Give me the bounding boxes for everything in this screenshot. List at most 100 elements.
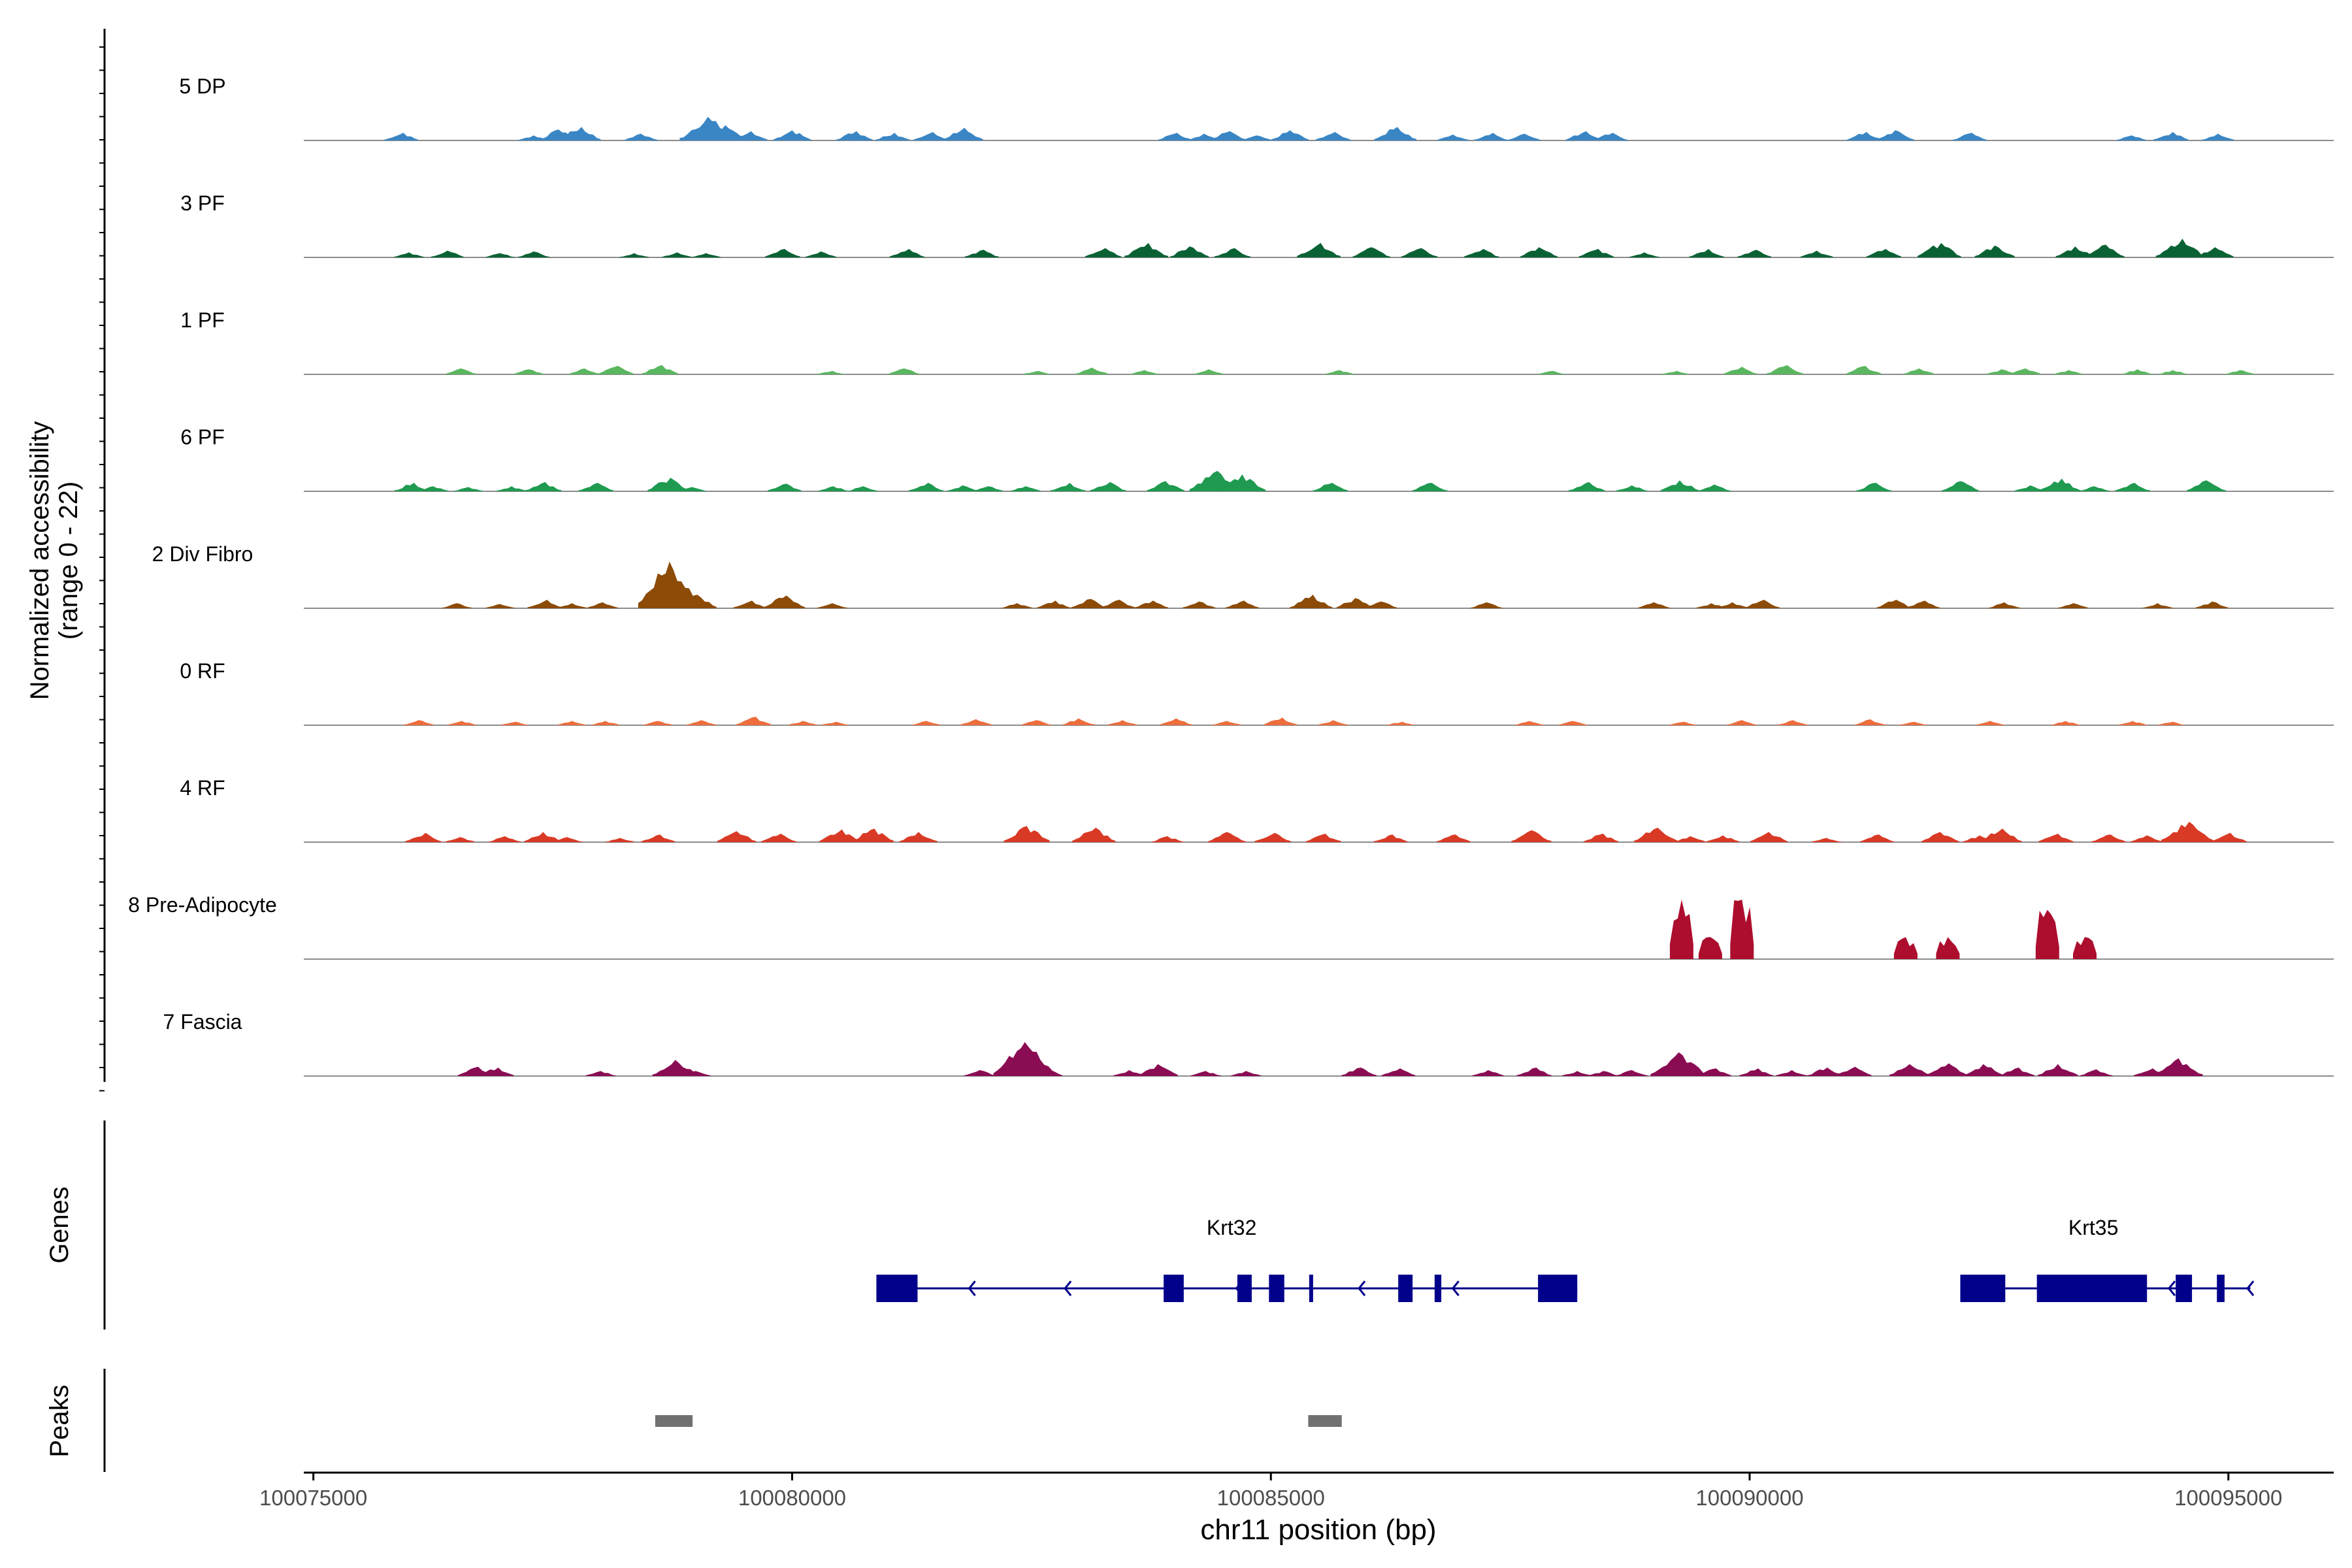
coverage-peak <box>1697 1068 1731 1076</box>
coverage-peak <box>525 482 562 491</box>
coverage-peak <box>638 561 701 608</box>
coverage-peak <box>1697 484 1731 491</box>
coverage-peak <box>568 368 600 374</box>
coverage-peak <box>652 1060 698 1076</box>
coverage-peak <box>816 370 845 374</box>
coverage-peak <box>973 486 1004 491</box>
coverage-peak <box>900 832 938 842</box>
coverage-peak <box>1926 1063 1968 1076</box>
strand-arrow-icon <box>968 1281 976 1296</box>
coverage-peak <box>1381 1068 1416 1076</box>
coverage-peak <box>1846 366 1882 374</box>
coverage-peak <box>2153 132 2189 140</box>
coverage-peak <box>1569 482 1605 491</box>
coverage-peak <box>642 365 679 374</box>
coverage-peak <box>1811 838 1841 842</box>
coverage-peak <box>500 721 529 725</box>
coverage-peak <box>1386 721 1414 725</box>
coverage-peak <box>993 1042 1056 1076</box>
coverage-peak <box>913 132 949 140</box>
coverage-peak <box>405 832 442 842</box>
coverage-peak <box>1668 721 1697 725</box>
coverage-peak <box>1776 1070 1808 1076</box>
coverage-peak <box>2053 370 2083 374</box>
coverage-peak <box>514 369 544 374</box>
coverage-peak <box>1744 600 1780 608</box>
coverage-peak <box>1230 1071 1262 1076</box>
coverage-peak <box>964 1070 996 1076</box>
gene-exon <box>1269 1275 1284 1302</box>
coverage-peak <box>1318 720 1348 725</box>
coverage-peak <box>527 600 563 608</box>
coverage-peak <box>1737 250 1772 257</box>
coverage-peak <box>431 250 464 257</box>
coverage-peak <box>764 595 806 608</box>
coverage-track: 4 RF <box>180 776 2334 843</box>
coverage-peak <box>1906 600 1940 608</box>
coverage-peak <box>1071 827 1116 842</box>
coverage-peak <box>1290 595 1333 608</box>
coverage-peak <box>1190 1071 1221 1076</box>
coverage-peak <box>1193 369 1224 374</box>
coverage-peak <box>1516 1068 1552 1076</box>
coverage-peak <box>1716 602 1748 608</box>
coverage-peak <box>1158 133 1192 140</box>
coverage-peak <box>1271 130 1309 140</box>
coverage-peak <box>1075 367 1109 374</box>
coverage-track: 6 PF <box>180 425 2334 492</box>
coverage-peak <box>1921 832 1959 842</box>
coverage-peak <box>598 366 634 374</box>
gene-exon <box>1434 1275 1442 1302</box>
strand-arrow-icon <box>1451 1281 1460 1296</box>
coverage-peak <box>947 485 979 491</box>
coverage-peak <box>1889 1064 1930 1076</box>
coverage-peak <box>587 602 619 608</box>
coverage-peak <box>1090 482 1126 491</box>
coverage-peak <box>1374 127 1417 140</box>
coverage-peak <box>1297 242 1341 257</box>
coverage-peak <box>817 603 848 608</box>
coverage-peak <box>591 721 621 725</box>
gene-model: Krt32 <box>876 1216 1578 1302</box>
coverage-peak <box>2196 247 2234 257</box>
strand-arrow-icon <box>1358 1281 1366 1296</box>
coverage-peak <box>517 251 549 257</box>
coverage-peak <box>1975 721 2005 725</box>
coverage-peak <box>2157 721 2185 725</box>
coverage-peak <box>1674 836 1707 842</box>
x-tick-label: 100080000 <box>738 1486 846 1510</box>
coverage-peak <box>1876 130 1914 140</box>
coverage-peak <box>624 133 658 140</box>
coverage-peak <box>551 837 583 842</box>
coverage-peak <box>1846 132 1882 140</box>
coverage-peak <box>417 486 449 491</box>
coverage-peak <box>788 721 818 725</box>
coverage-peak <box>773 130 811 140</box>
coverage-peak <box>1730 900 1754 959</box>
peaks-y-label: Peaks <box>45 1384 74 1457</box>
coverage-peak <box>1565 131 1603 140</box>
coverage-peak <box>403 720 434 725</box>
coverage-peak <box>2154 1058 2203 1076</box>
track-label: 7 Fascia <box>163 1010 242 1034</box>
coverage-peak <box>1004 826 1050 842</box>
coverage-peak <box>1412 483 1448 491</box>
coverage-peak <box>736 717 772 725</box>
coverage-peak <box>2158 370 2188 374</box>
gene-exon <box>1309 1275 1313 1302</box>
track-label: 6 PF <box>180 425 225 449</box>
gene-exon <box>1237 1275 1252 1302</box>
coverage-peak <box>2035 909 2059 959</box>
coverage-peak <box>1050 483 1086 491</box>
coverage-peak <box>2083 244 2125 257</box>
coverage-peak <box>1341 1068 1377 1076</box>
coverage-peak <box>1511 830 1552 842</box>
coverage-peak <box>691 253 721 257</box>
coverage-peak <box>647 478 690 491</box>
coverage-peak <box>662 252 693 257</box>
coverage-peak <box>1767 365 1804 374</box>
coverage-peak <box>941 127 983 140</box>
coverage-peak <box>1401 248 1438 257</box>
coverage-peak <box>760 834 796 842</box>
coverage-peak <box>485 604 515 608</box>
